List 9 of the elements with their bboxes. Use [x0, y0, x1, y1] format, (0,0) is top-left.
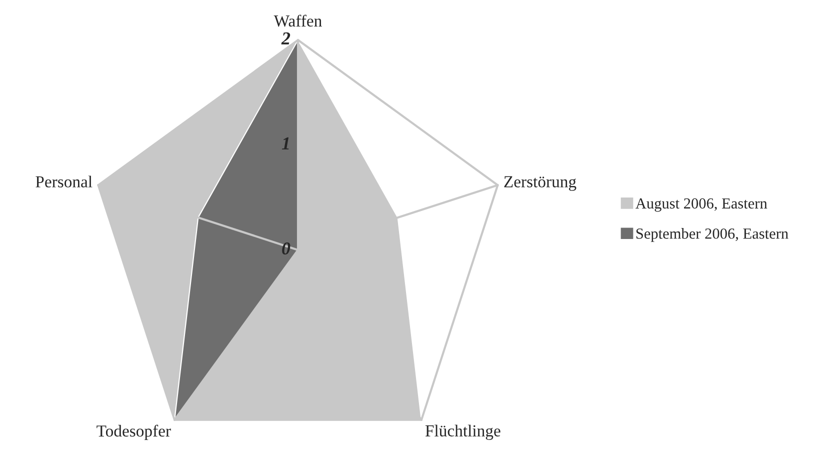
spoke-label: Personal [36, 176, 92, 188]
y-tick-label: 2 [281, 32, 290, 44]
legend-label: August 2006, Eastern [636, 198, 768, 212]
legend-label: September 2006, Eastern [636, 228, 788, 242]
spoke-label: Flüchtlinge [425, 424, 500, 440]
spoke-label: Waffen [274, 14, 322, 27]
y-tick-label: 1 [282, 137, 289, 150]
spoke-label: Zerstörung [504, 176, 576, 191]
spoke-label: Todesopfer [96, 424, 171, 440]
